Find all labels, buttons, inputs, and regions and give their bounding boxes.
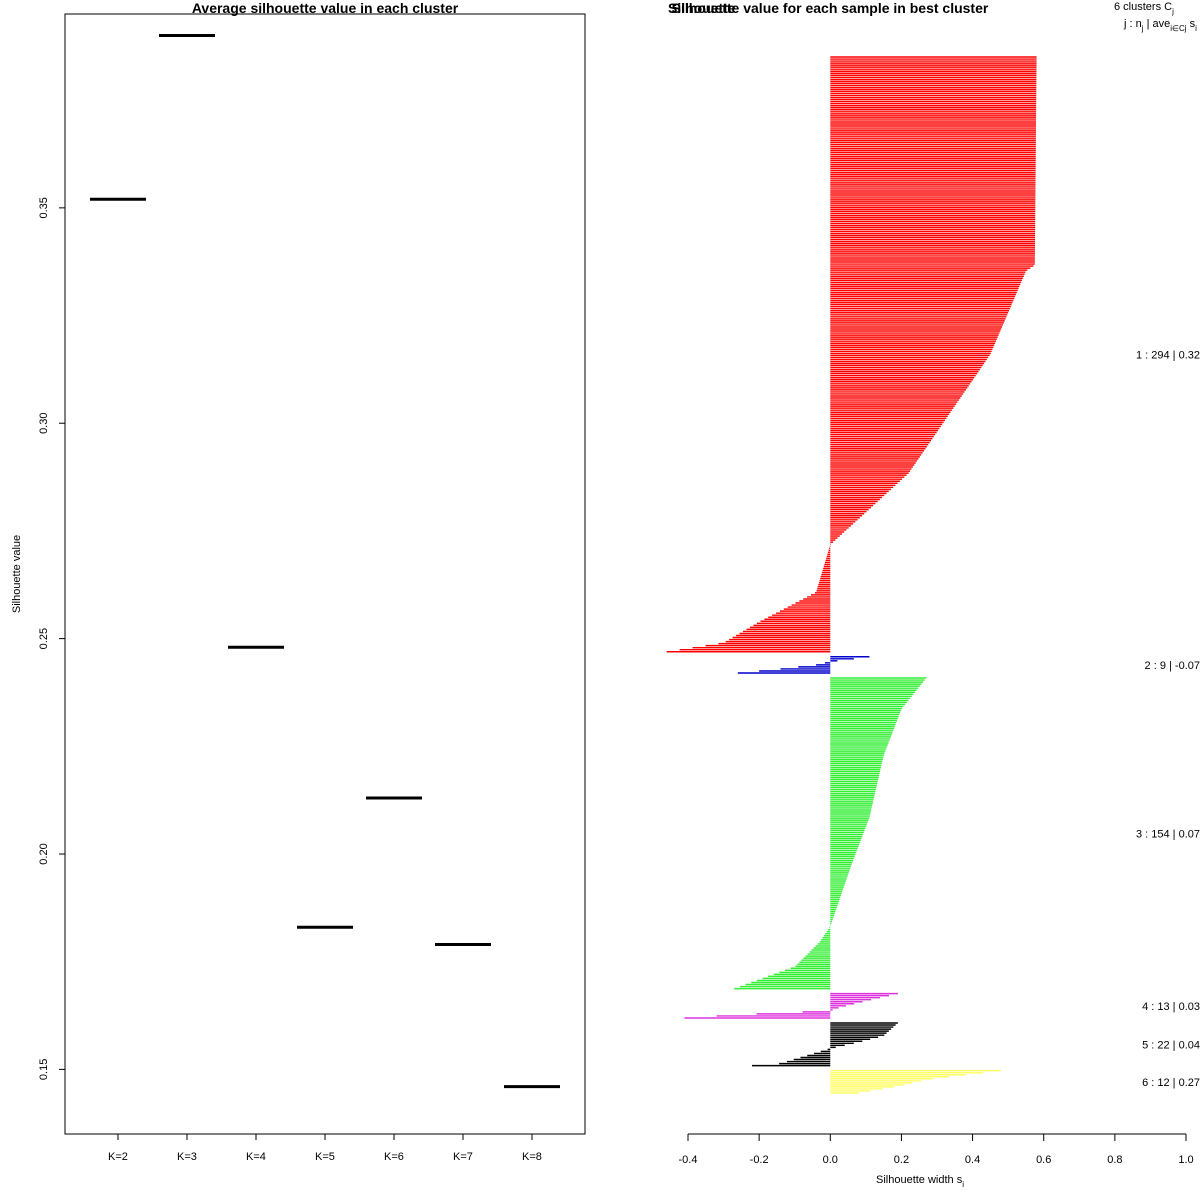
left-y-tick-label: 0.15	[38, 1059, 50, 1080]
left-x-axis: K=2 K=3 K=4 K=5 K=6 K=7 K=8	[108, 1134, 542, 1163]
left-x-tick-label: K=6	[384, 1151, 404, 1163]
left-plot-frame	[64, 13, 586, 1135]
left-y-tick-label: 0.20	[38, 843, 50, 864]
right-x-tick-label: 0.0	[823, 1154, 838, 1166]
left-y-tick-label: 0.35	[38, 197, 50, 218]
clusters-header-line2: j : nj | avei∈Cj si	[1123, 18, 1197, 33]
sample-silhouette-panel: Silhouette Silhouette value for each sam…	[666, 0, 1200, 1189]
cluster-5-bars	[752, 1022, 898, 1067]
cluster-1-bars	[666, 56, 1037, 653]
left-x-tick-label: K=2	[108, 1151, 128, 1163]
average-silhouette-panel: Average silhouette value in each cluster…	[11, 0, 586, 1163]
right-x-tick-label: -0.4	[679, 1154, 698, 1166]
right-x-tick-label: 1.0	[1178, 1154, 1193, 1166]
right-x-axis-label: Silhouette width si	[876, 1174, 964, 1189]
left-x-tick-label: K=3	[177, 1151, 197, 1163]
cluster-4-summary: 4 : 13 | 0.03	[1142, 1001, 1200, 1013]
clusters-header-line1: 6 clusters Cj	[1114, 1, 1174, 16]
left-x-tick-label: K=4	[246, 1151, 266, 1163]
left-y-tick-label: 0.30	[38, 413, 50, 434]
cluster-3-summary: 3 : 154 | 0.07	[1136, 828, 1200, 840]
left-y-axis: 0.15 0.20 0.25 0.30 0.35	[38, 197, 65, 1080]
right-x-tick-label: 0.2	[894, 1154, 909, 1166]
left-y-axis-label: Silhouette value	[11, 535, 23, 613]
silhouette-bars	[666, 56, 1037, 1094]
left-x-tick-label: K=8	[522, 1151, 542, 1163]
cluster-summary-labels: 1 : 294 | 0.32 2 : 9 | -0.07 3 : 154 | 0.0…	[1136, 349, 1200, 1088]
left-chart-title: Average silhouette value in each cluster	[192, 0, 459, 16]
right-x-tick-label: 0.8	[1107, 1154, 1122, 1166]
left-x-tick-label: K=7	[453, 1151, 473, 1163]
right-x-tick-label: -0.2	[750, 1154, 769, 1166]
cluster-3-bars	[734, 677, 927, 990]
left-y-tick-label: 0.25	[38, 628, 50, 649]
cluster-1-summary: 1 : 294 | 0.32	[1136, 349, 1200, 361]
right-x-tick-label: 0.4	[965, 1154, 980, 1166]
right-chart-title: Silhouette value for each sample in best…	[672, 0, 989, 16]
cluster-4-bars	[684, 992, 898, 1019]
left-data-marks	[90, 34, 560, 1089]
right-x-axis: -0.4 -0.2 0.0 0.2 0.4 0.6 0.8 1.0	[679, 1134, 1194, 1166]
cluster-6-summary: 6 : 12 | 0.27	[1142, 1077, 1200, 1089]
cluster-2-bars	[737, 656, 870, 674]
right-chart-overlapped-title: Silhouette	[668, 0, 736, 16]
cluster-6-bars	[830, 1069, 1002, 1094]
cluster-2-summary: 2 : 9 | -0.07	[1145, 660, 1200, 672]
left-x-tick-label: K=5	[315, 1151, 335, 1163]
cluster-5-summary: 5 : 22 | 0.04	[1142, 1039, 1200, 1051]
right-x-tick-label: 0.6	[1036, 1154, 1051, 1166]
